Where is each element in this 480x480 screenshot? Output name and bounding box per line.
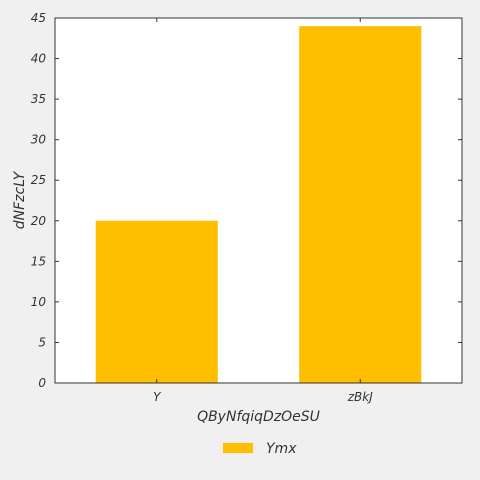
y-tick-label: 5: [38, 335, 46, 349]
y-tick-label: 20: [31, 214, 47, 228]
y-axis: 0 5 10 15 20 25 30 35 40 45: [31, 11, 462, 390]
x-tick-label: zBkJ: [347, 390, 373, 404]
plot-frame: [54, 17, 463, 384]
y-tick-label: 15: [31, 254, 46, 268]
x-tick-label: Y: [153, 390, 162, 404]
y-tick-label: 30: [31, 133, 47, 147]
bar-zbkj: [299, 26, 422, 383]
x-axis-label: QByNfqiqDzOeSU: [197, 409, 320, 425]
y-tick-label: 10: [31, 295, 47, 309]
legend-label-ymx: Ymx: [266, 441, 297, 457]
y-tick-label: 0: [38, 376, 46, 390]
y-axis-label: dNFzcLY: [12, 170, 28, 229]
y-tick-label: 35: [31, 92, 46, 106]
y-tick-label: 25: [31, 173, 46, 187]
legend-swatch-ymx: [223, 443, 253, 453]
bar-y: [95, 220, 218, 383]
legend: Ymx: [223, 441, 297, 457]
y-tick-label: 45: [31, 11, 46, 25]
y-tick-label: 40: [31, 52, 47, 66]
bars-group: [95, 26, 422, 383]
